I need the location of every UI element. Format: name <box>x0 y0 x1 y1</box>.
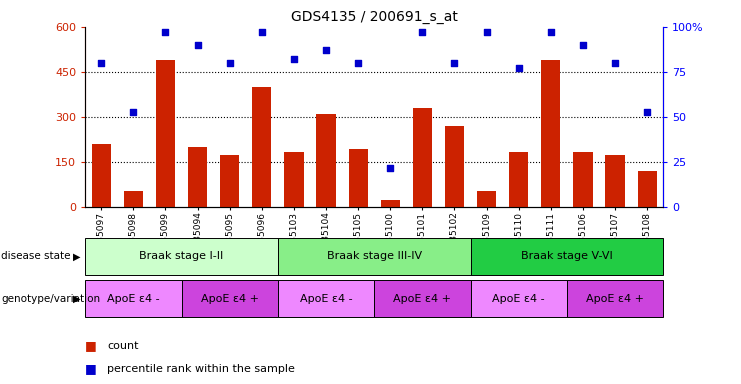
Text: ApoE ε4 -: ApoE ε4 - <box>299 293 353 304</box>
Text: disease state: disease state <box>1 251 71 262</box>
Bar <box>381 200 400 207</box>
Text: genotype/variation: genotype/variation <box>1 293 101 304</box>
Point <box>224 60 236 66</box>
Point <box>577 42 589 48</box>
Point <box>609 60 621 66</box>
Bar <box>413 108 432 207</box>
Point <box>513 65 525 71</box>
Text: ▶: ▶ <box>73 251 80 262</box>
Bar <box>348 149 368 207</box>
Point <box>96 60 107 66</box>
Text: ■: ■ <box>85 362 97 375</box>
Bar <box>605 155 625 207</box>
Point <box>192 42 204 48</box>
Text: Braak stage V-VI: Braak stage V-VI <box>521 251 613 262</box>
Bar <box>124 191 143 207</box>
Text: ApoE ε4 +: ApoE ε4 + <box>201 293 259 304</box>
Bar <box>85 238 278 275</box>
Text: ApoE ε4 -: ApoE ε4 - <box>492 293 545 304</box>
Bar <box>471 238 663 275</box>
Bar <box>252 87 271 207</box>
Bar <box>188 147 207 207</box>
Point <box>641 109 653 115</box>
Point <box>288 56 300 63</box>
Bar <box>92 144 111 207</box>
Bar <box>374 280 471 317</box>
Text: ■: ■ <box>85 339 97 352</box>
Bar <box>574 152 593 207</box>
Point <box>545 29 556 35</box>
Title: GDS4135 / 200691_s_at: GDS4135 / 200691_s_at <box>290 10 458 25</box>
Bar <box>182 280 278 317</box>
Bar <box>278 238 471 275</box>
Bar <box>567 280 663 317</box>
Point <box>159 29 171 35</box>
Text: ApoE ε4 +: ApoE ε4 + <box>393 293 451 304</box>
Text: ▶: ▶ <box>73 293 80 304</box>
Point <box>416 29 428 35</box>
Text: Braak stage III-IV: Braak stage III-IV <box>327 251 422 262</box>
Point <box>481 29 493 35</box>
Text: ApoE ε4 -: ApoE ε4 - <box>107 293 160 304</box>
Point <box>320 47 332 53</box>
Text: percentile rank within the sample: percentile rank within the sample <box>107 364 296 374</box>
Text: Braak stage I-II: Braak stage I-II <box>139 251 224 262</box>
Text: ApoE ε4 +: ApoE ε4 + <box>586 293 644 304</box>
Bar <box>316 114 336 207</box>
Bar <box>509 152 528 207</box>
Bar <box>85 280 182 317</box>
Point <box>256 29 268 35</box>
Bar <box>278 280 374 317</box>
Point <box>127 109 139 115</box>
Bar <box>445 126 464 207</box>
Point <box>385 165 396 171</box>
Point <box>352 60 364 66</box>
Bar <box>285 152 304 207</box>
Bar <box>156 60 175 207</box>
Point <box>448 60 460 66</box>
Bar <box>637 171 657 207</box>
Bar <box>541 60 560 207</box>
Bar <box>471 280 567 317</box>
Bar <box>477 191 496 207</box>
Text: count: count <box>107 341 139 351</box>
Bar <box>220 155 239 207</box>
